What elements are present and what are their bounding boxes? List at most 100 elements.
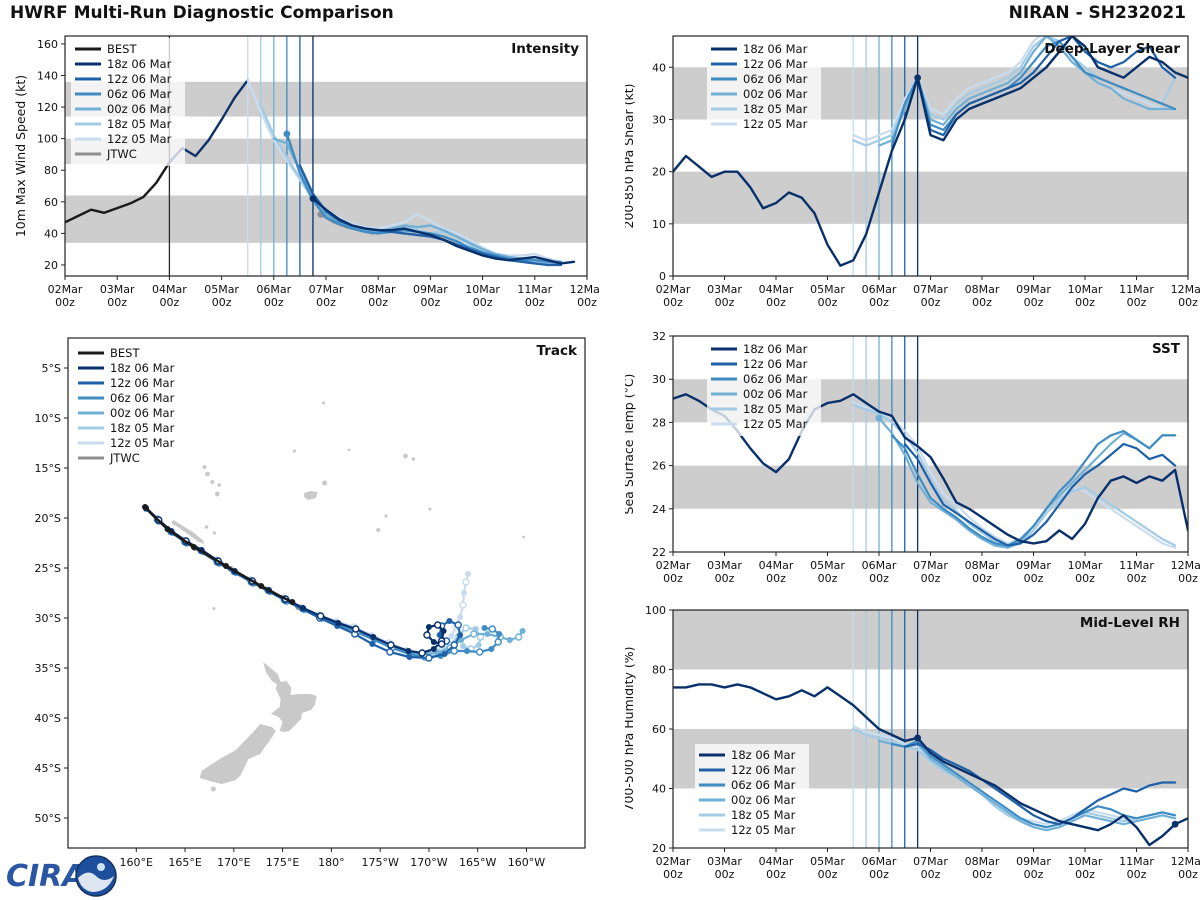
sst-chart: 02Mar00z03Mar00z04Mar00z05Mar00z06Mar00z… xyxy=(625,330,1200,585)
x-tick-label: 06Mar xyxy=(862,559,897,572)
x-tick-label: 08Mar xyxy=(965,283,1000,296)
x-tick-label: 00z xyxy=(972,868,992,881)
legend-label: BEST xyxy=(107,42,137,56)
legend-label: 12z 05 Mar xyxy=(743,117,808,131)
series-18z-06-mar xyxy=(673,683,1188,847)
y-tick-label: 0 xyxy=(659,270,666,283)
series-18z-06-mar xyxy=(673,393,1188,545)
land-polygon xyxy=(263,662,317,732)
track-best xyxy=(144,506,293,604)
data-marker xyxy=(914,74,922,82)
track-dot xyxy=(441,651,448,657)
plot-area xyxy=(65,36,587,276)
x-tick-label: 04Mar xyxy=(759,283,794,296)
x-tick-label: 00z xyxy=(869,572,889,585)
legend-label: 18z 05 Mar xyxy=(743,102,808,116)
x-tick-label: 09Mar xyxy=(1016,559,1051,572)
data-marker xyxy=(875,414,883,422)
shaded-band xyxy=(65,195,587,243)
y-tick-label: 32 xyxy=(652,330,666,343)
lon-tick-label: 180° xyxy=(318,856,345,869)
panel-title: Mid-Level RH xyxy=(1080,615,1180,631)
x-tick-label: 00z xyxy=(421,296,441,309)
lon-tick-label: 175°W xyxy=(361,856,398,869)
plot-border xyxy=(67,337,586,849)
track-dot xyxy=(406,654,413,660)
track-dot-open xyxy=(454,621,462,629)
x-tick-label: 00z xyxy=(818,868,838,881)
track-dot xyxy=(430,639,437,645)
track-dot xyxy=(300,605,307,611)
x-tick-label: 00z xyxy=(1178,572,1198,585)
land-polygon xyxy=(171,520,205,544)
x-tick-label: 02Mar xyxy=(656,559,691,572)
x-tick-label: 00z xyxy=(663,296,683,309)
y-tick-label: 30 xyxy=(652,373,666,386)
y-tick-label: 20 xyxy=(652,842,666,855)
legend-label: 18z 06 Mar xyxy=(731,748,796,762)
legend-label: 12z 05 Mar xyxy=(107,132,172,146)
series-12z-05-mar xyxy=(852,36,1177,142)
x-tick-label: 00z xyxy=(55,296,75,309)
track-dot xyxy=(164,526,171,532)
y-axis-label: 200-850 hPa Shear (kt) xyxy=(625,84,636,229)
x-tick-label: 08Mar xyxy=(965,559,1000,572)
lat-tick-label: 5°S xyxy=(42,362,61,375)
lat-tick-label: 45°S xyxy=(35,762,61,775)
panel-title: Deep-Layer Shear xyxy=(1044,41,1180,57)
legend-label: 18z 05 Mar xyxy=(107,117,172,131)
x-tick-label: 10Mar xyxy=(1068,559,1103,572)
series-12z-06-mar xyxy=(903,36,1177,137)
x-tick-label: 00z xyxy=(715,868,735,881)
y-tick-label: 24 xyxy=(652,503,666,516)
track-dot xyxy=(457,632,464,638)
x-tick-label: 03Mar xyxy=(707,855,742,868)
x-tick-label: 00z xyxy=(473,296,493,309)
x-tick-label: 00z xyxy=(1178,296,1198,309)
x-tick-label: 03Mar xyxy=(100,283,135,296)
legend-label: 12z 06 Mar xyxy=(731,763,796,777)
x-tick-label: 05Mar xyxy=(204,283,239,296)
y-tick-label: 22 xyxy=(652,546,666,559)
y-tick-label: 30 xyxy=(652,113,666,126)
y-tick-label: 80 xyxy=(44,164,58,177)
x-tick-label: 12Mar xyxy=(570,283,600,296)
land-polygon xyxy=(304,491,318,500)
x-tick-label: 04Mar xyxy=(152,283,187,296)
y-tick-label: 40 xyxy=(652,61,666,74)
track-12z-05-mar xyxy=(144,506,469,655)
series-06z-06-mar xyxy=(890,429,1177,547)
x-tick-label: 12Mar xyxy=(1171,283,1200,296)
island xyxy=(376,528,381,532)
track-dot-open xyxy=(470,630,478,638)
island xyxy=(205,471,210,477)
y-tick-label: 40 xyxy=(652,783,666,796)
track-dot-open xyxy=(418,649,426,657)
legend-label: 06z 06 Mar xyxy=(107,87,172,101)
land-polygon xyxy=(199,724,276,784)
x-tick-label: 00z xyxy=(1178,868,1198,881)
data-marker xyxy=(309,195,317,203)
island xyxy=(384,514,388,518)
rh-chart: 02Mar00z03Mar00z04Mar00z05Mar00z06Mar00z… xyxy=(625,604,1200,881)
x-tick-label: 11Mar xyxy=(1119,283,1154,296)
x-tick-label: 00z xyxy=(715,572,735,585)
x-tick-label: 06Mar xyxy=(862,283,897,296)
legend-background xyxy=(71,38,185,166)
x-tick-label: 12Mar xyxy=(1171,855,1200,868)
lon-tick-label: 165°E xyxy=(168,856,201,869)
x-tick-label: 00z xyxy=(663,868,683,881)
x-tick-label: 00z xyxy=(1127,572,1147,585)
track-dot-open xyxy=(437,640,446,648)
x-tick-label: 00z xyxy=(869,296,889,309)
shaded-band xyxy=(673,171,1188,224)
x-tick-label: 08Mar xyxy=(965,855,1000,868)
x-tick-label: 04Mar xyxy=(759,855,794,868)
x-tick-label: 09Mar xyxy=(1016,283,1051,296)
series-best xyxy=(65,161,171,224)
lat-tick-label: 20°S xyxy=(35,512,61,525)
x-tick-label: 00z xyxy=(160,296,180,309)
legend-label: BEST xyxy=(110,346,140,360)
y-tick-label: 100 xyxy=(37,133,58,146)
